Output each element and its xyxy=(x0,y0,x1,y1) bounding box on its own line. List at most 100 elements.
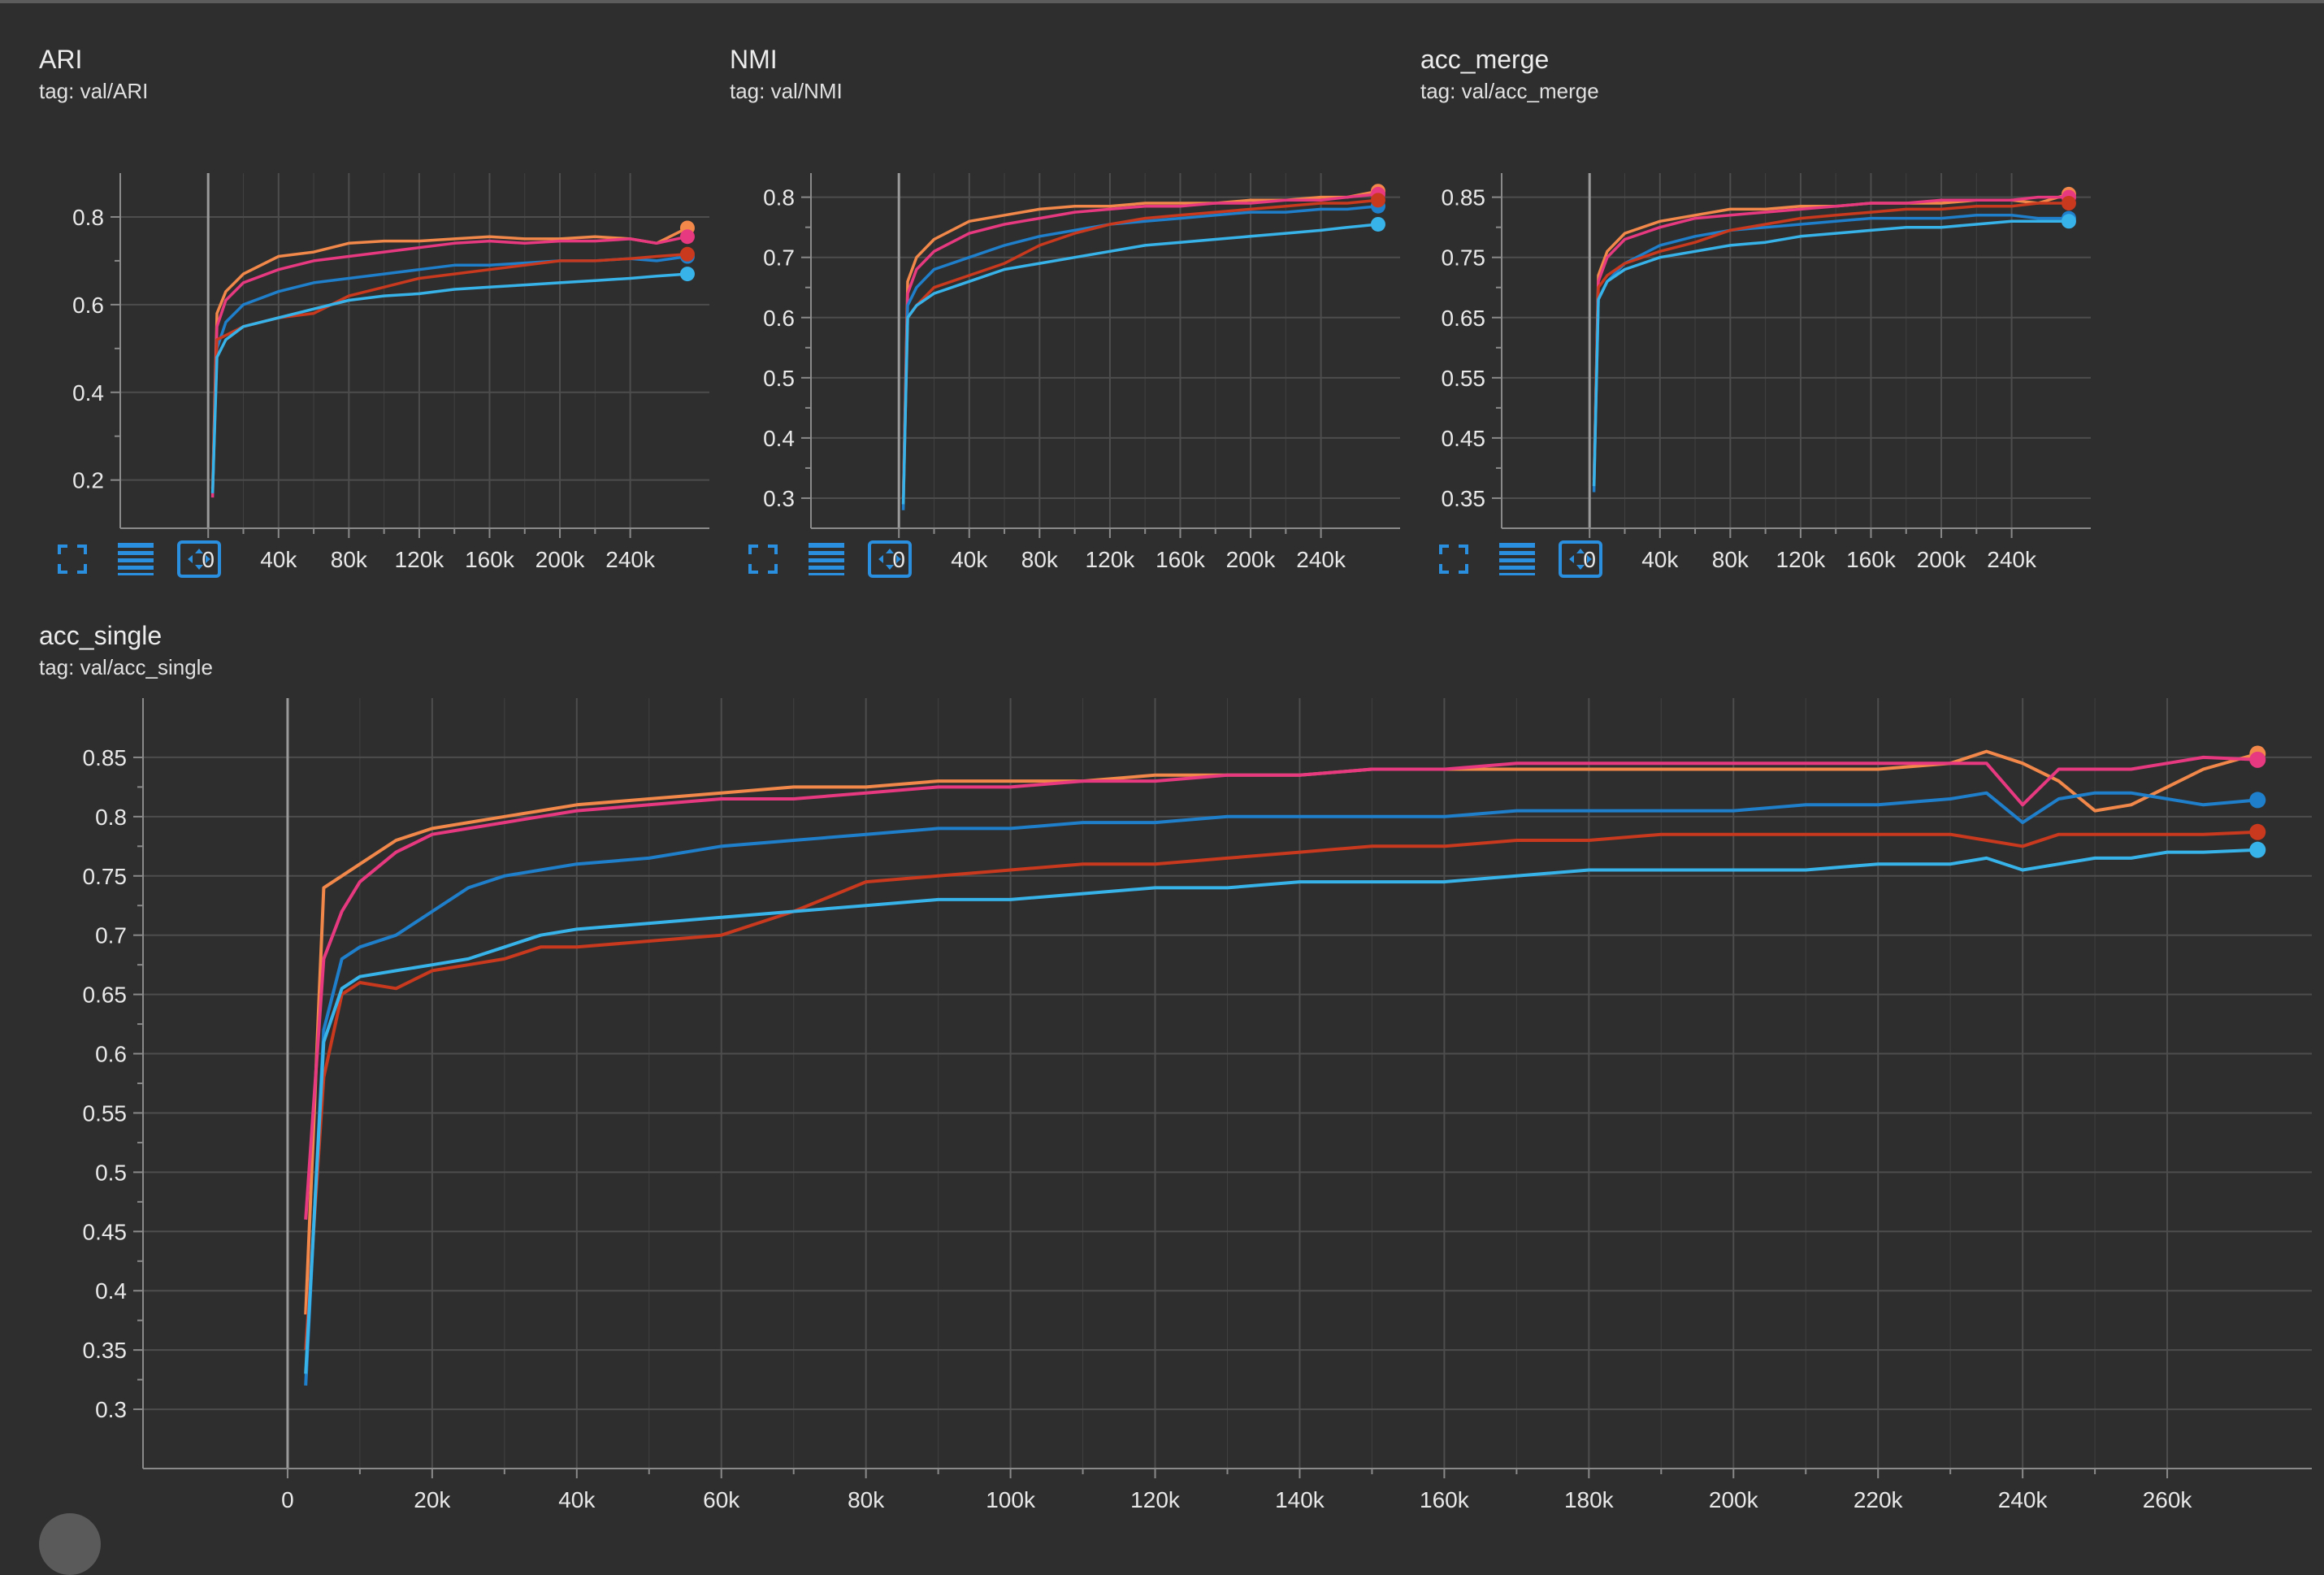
x-tick-label: 120k xyxy=(1130,1487,1181,1512)
y-tick-label: 0.4 xyxy=(763,426,795,451)
x-tick-label: 0 xyxy=(281,1487,294,1512)
chart-toolbar xyxy=(1430,540,1604,581)
series-line-0[interactable] xyxy=(210,226,688,489)
x-tick-label: 200k xyxy=(535,547,586,572)
x-tick-label: 200k xyxy=(1709,1487,1759,1512)
series-line-3[interactable] xyxy=(304,830,2258,1351)
chart-card-acc-merge: acc_merge tag: val/acc_merge 0.35 0.45 0.5… xyxy=(1420,45,2103,597)
line-chart[interactable]: 0.3 0.35 0.4 0.45 0.5 0.55 0.6 0.65 0.7 0.75 0.8 0.… xyxy=(39,698,2324,1529)
y-tick-label: 0.4 xyxy=(72,380,104,406)
series-line-3[interactable] xyxy=(901,198,1379,499)
y-tick-label: 0.3 xyxy=(763,486,795,511)
chart-title: acc_single xyxy=(39,621,163,650)
series-line-0[interactable] xyxy=(901,189,1379,499)
y-tick-label: 0.8 xyxy=(95,805,127,830)
series-end-point-3[interactable] xyxy=(2061,196,2076,211)
fullscreen-button[interactable] xyxy=(739,540,787,581)
chart-toolbar xyxy=(739,540,913,581)
x-tick-label: 200k xyxy=(1226,547,1277,572)
series-line-1[interactable] xyxy=(901,193,1379,505)
x-tick-label: 240k xyxy=(1998,1487,2049,1512)
x-tick-label: 260k xyxy=(2143,1487,2193,1512)
x-tick-label: 40k xyxy=(558,1487,596,1512)
x-tick-label: 80k xyxy=(1712,547,1750,572)
x-tick-label: 240k xyxy=(1987,547,2037,572)
y-tick-label: 0.75 xyxy=(83,864,128,889)
series-line-2[interactable] xyxy=(304,791,2258,1386)
series-end-point-4[interactable] xyxy=(679,267,695,282)
series-end-point-1[interactable] xyxy=(2249,751,2266,768)
y-tick-label: 0.55 xyxy=(1442,366,1486,391)
top-border xyxy=(0,0,2324,3)
series-line-4[interactable] xyxy=(304,848,2258,1374)
x-tick-label: 200k xyxy=(1917,547,1967,572)
data-table-button[interactable] xyxy=(1494,540,1541,581)
y-tick-label: 0.85 xyxy=(1442,185,1486,210)
x-tick-label: 40k xyxy=(260,547,297,572)
floating-action-button[interactable] xyxy=(39,1513,101,1575)
series-end-point-4[interactable] xyxy=(2061,214,2076,229)
chart-toolbar xyxy=(49,540,223,581)
y-tick-label: 0.35 xyxy=(83,1338,128,1363)
fit-domain-button[interactable] xyxy=(1557,540,1604,581)
series-end-point-3[interactable] xyxy=(1370,193,1385,208)
x-tick-label: 240k xyxy=(1296,547,1346,572)
y-tick-label: 0.55 xyxy=(83,1100,128,1126)
chart-card-acc-single: acc_single tag: val/acc_single 0.3 0.35 0.… xyxy=(39,621,2324,1529)
chart-card-nmi: NMI tag: val/NMI 0.30.40.50.60.70.8040k8… xyxy=(730,45,1412,597)
fit-domain-button[interactable] xyxy=(176,540,223,581)
line-chart[interactable]: 0.20.40.60.8040k80k120k160k200k240k xyxy=(39,122,722,589)
series-line-2[interactable] xyxy=(1592,214,2069,492)
series-line-1[interactable] xyxy=(210,235,688,498)
fit-domain-icon xyxy=(867,540,913,583)
series-end-point-3[interactable] xyxy=(2249,823,2266,840)
x-tick-label: 80k xyxy=(1021,547,1059,572)
y-tick-label: 0.2 xyxy=(72,468,104,493)
y-tick-label: 0.85 xyxy=(83,745,128,770)
y-tick-label: 0.65 xyxy=(83,983,128,1008)
data-table-icon xyxy=(1498,541,1537,581)
series-line-1[interactable] xyxy=(1592,195,2069,487)
x-tick-label: 240k xyxy=(605,547,656,572)
chart-tag: tag: val/acc_merge xyxy=(1420,79,1599,103)
chart-title: acc_merge xyxy=(1420,45,1550,74)
y-tick-label: 0.8 xyxy=(763,185,795,210)
y-tick-label: 0.75 xyxy=(1442,245,1486,271)
x-tick-label: 80k xyxy=(848,1487,885,1512)
x-tick-label: 220k xyxy=(1854,1487,1904,1512)
series-end-point-4[interactable] xyxy=(1370,216,1385,232)
series-end-point-3[interactable] xyxy=(679,246,695,262)
data-table-button[interactable] xyxy=(112,540,159,581)
series-line-3[interactable] xyxy=(1592,202,2069,480)
series-line-4[interactable] xyxy=(210,272,688,493)
series-end-point-1[interactable] xyxy=(679,229,695,245)
data-table-icon xyxy=(116,541,155,581)
y-tick-label: 0.8 xyxy=(72,205,104,230)
y-tick-label: 0.5 xyxy=(763,366,795,391)
series-line-4[interactable] xyxy=(901,223,1379,505)
series-line-2[interactable] xyxy=(901,204,1379,510)
series-end-point-4[interactable] xyxy=(2249,841,2266,858)
y-tick-label: 0.4 xyxy=(95,1278,127,1304)
series-line-2[interactable] xyxy=(210,254,688,493)
chart-title: ARI xyxy=(39,45,83,74)
series-line-4[interactable] xyxy=(1592,219,2069,487)
x-tick-label: 160k xyxy=(1155,547,1206,572)
fullscreen-button[interactable] xyxy=(49,540,96,581)
x-tick-label: 160k xyxy=(1420,1487,1470,1512)
fit-domain-button[interactable] xyxy=(866,540,913,581)
x-tick-label: 40k xyxy=(951,547,988,572)
y-tick-label: 0.65 xyxy=(1442,306,1486,331)
series-end-point-2[interactable] xyxy=(2249,792,2266,809)
line-chart[interactable]: 0.350.450.550.650.750.85040k80k120k160k2… xyxy=(1420,122,2103,589)
x-tick-label: 40k xyxy=(1641,547,1679,572)
fullscreen-button[interactable] xyxy=(1430,540,1477,581)
x-tick-label: 120k xyxy=(1086,547,1136,572)
line-chart[interactable]: 0.30.40.50.60.70.8040k80k120k160k200k240… xyxy=(730,122,1412,589)
series-line-1[interactable] xyxy=(304,755,2258,1220)
y-tick-label: 0.6 xyxy=(763,306,795,331)
y-tick-label: 0.45 xyxy=(83,1219,128,1244)
x-tick-label: 160k xyxy=(465,547,515,572)
data-table-button[interactable] xyxy=(803,540,850,581)
y-tick-label: 0.6 xyxy=(95,1042,127,1067)
